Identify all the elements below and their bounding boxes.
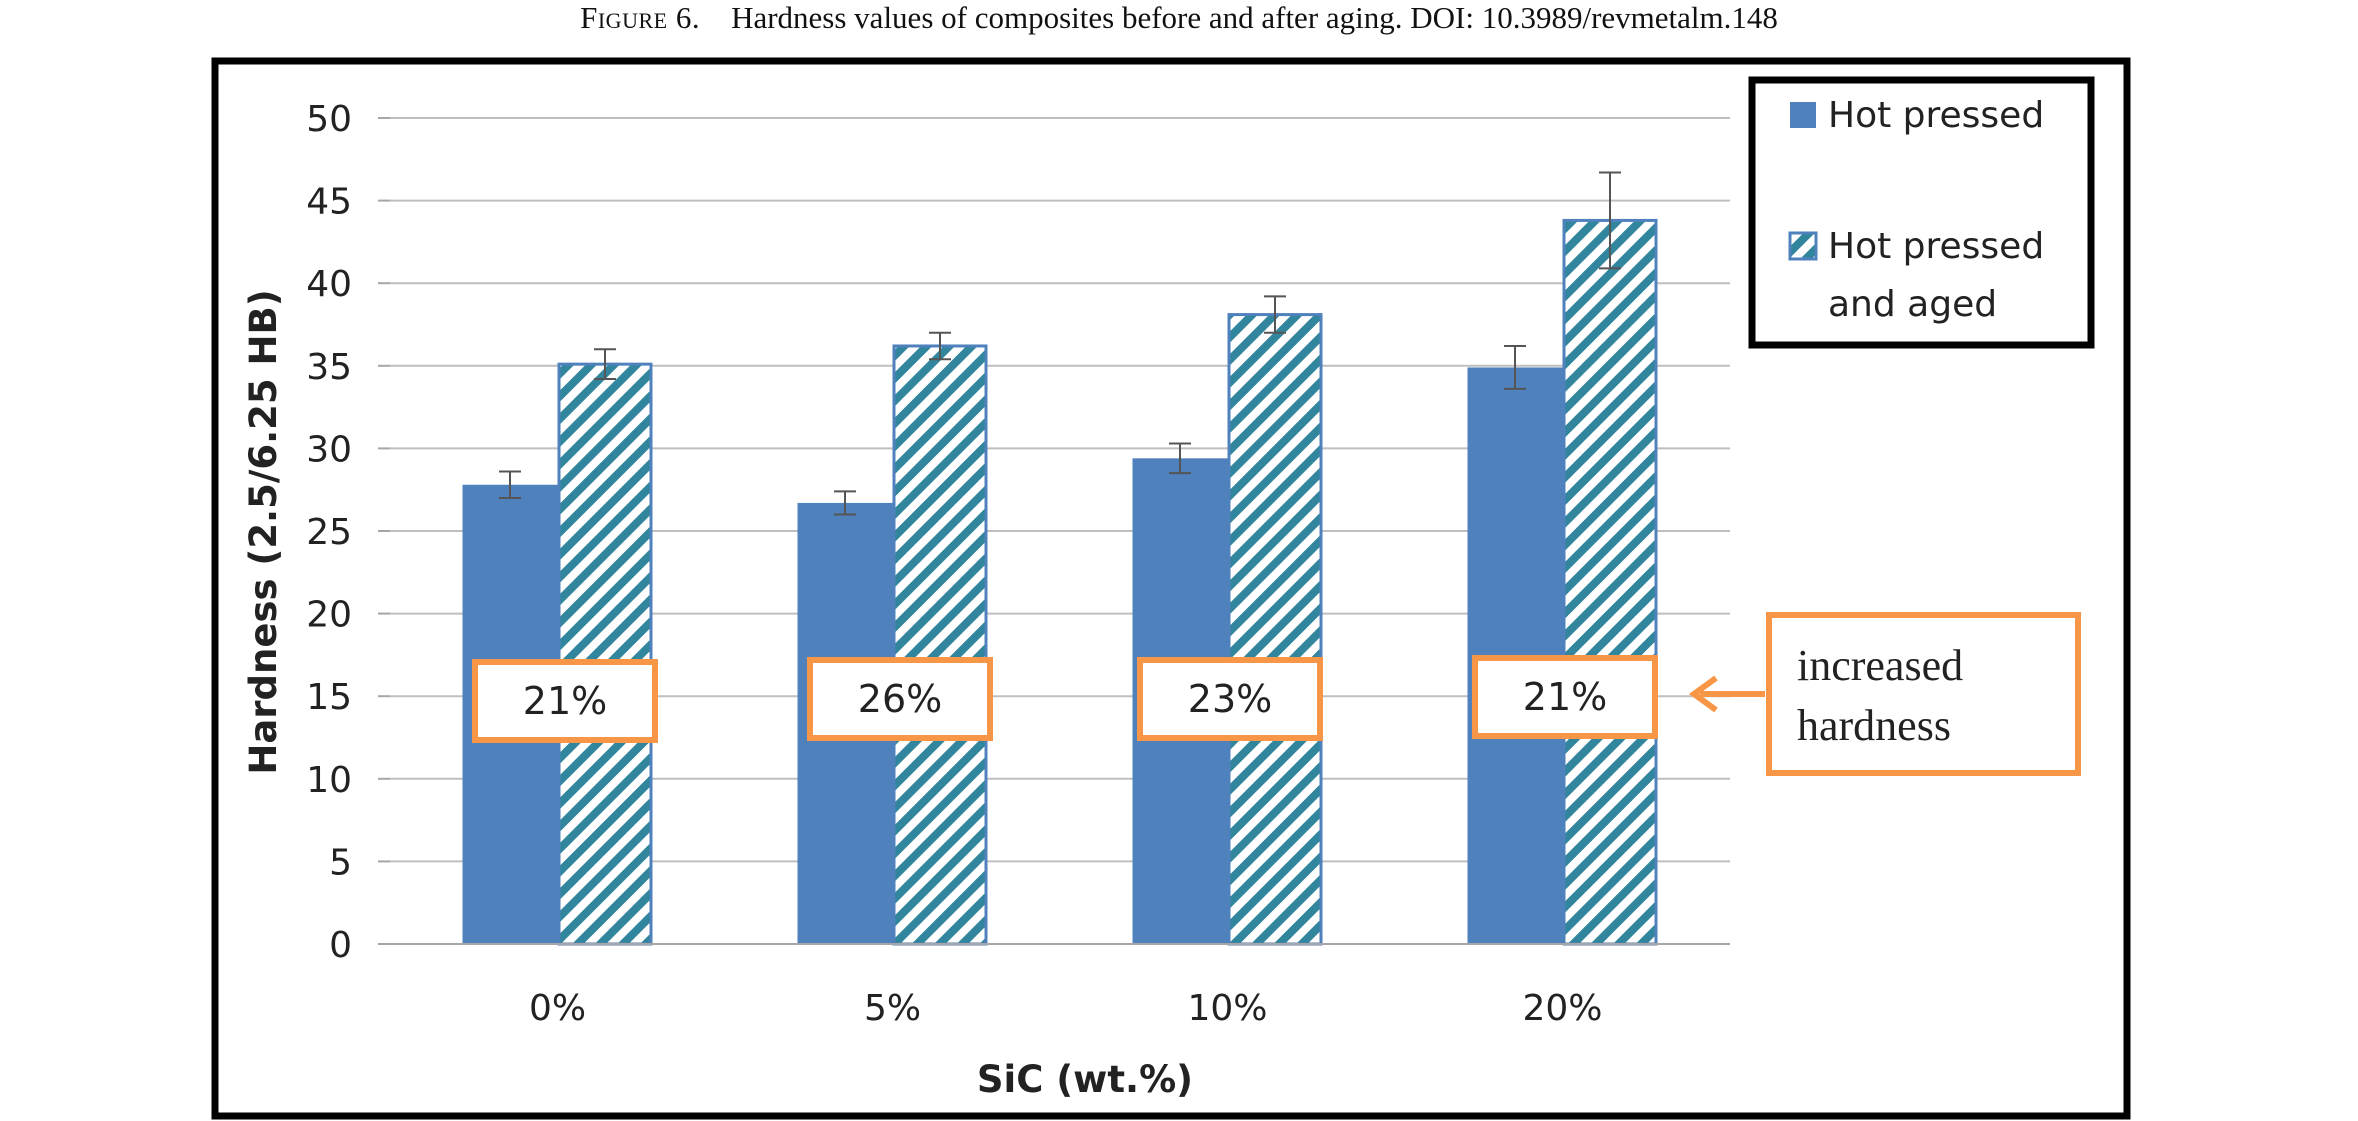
figure-caption: Figure 6. Hardness values of composites … <box>0 0 2358 40</box>
x-tick-label: 5% <box>864 988 921 1029</box>
legend: Hot pressed Hot pressed and aged <box>1748 76 2095 349</box>
x-axis-ticks: 0% 5% 10% 20% <box>529 988 1603 1029</box>
y-tick-label: 45 <box>306 182 352 223</box>
increased-hardness-callout: increased hardness <box>1688 612 2081 776</box>
legend-swatch-hot-pressed-aged <box>1788 231 1818 261</box>
increase-label-box <box>1137 657 1323 741</box>
increase-label: 21% <box>1523 675 1607 719</box>
increase-label-box <box>807 657 993 741</box>
x-tick-label: 10% <box>1187 988 1267 1029</box>
caption-text: Hardness values of composites before and… <box>731 0 1778 35</box>
y-tick-label: 30 <box>306 429 352 470</box>
increase-label-box <box>1472 655 1658 739</box>
y-tick-label: 5 <box>329 842 352 883</box>
y-tick-label: 15 <box>306 677 352 718</box>
x-axis-title: SiC (wt.%) <box>977 1058 1193 1101</box>
legend-label-hot-pressed-aged: Hot pressed and aged <box>1828 226 2044 325</box>
callout-text: increased hardness <box>1797 641 1963 750</box>
y-tick-label: 50 <box>306 99 352 140</box>
x-tick-label: 20% <box>1522 988 1602 1029</box>
bar-hot-pressed-aged <box>557 362 653 946</box>
increase-label: 23% <box>1188 677 1272 721</box>
y-tick-label: 10 <box>306 760 352 801</box>
increase-annotations: 21% 26% 23% 21% <box>472 655 1658 743</box>
bar-hot-pressed-aged <box>1227 313 1323 946</box>
y-tick-label: 25 <box>306 512 352 553</box>
y-axis-title: Hardness (2.5/6.25 HB) <box>242 289 285 774</box>
y-tick-label: 40 <box>306 264 352 305</box>
increase-label: 21% <box>523 679 607 723</box>
bar-hot-pressed-aged <box>1562 218 1658 946</box>
y-axis-ticks: 0 5 10 15 20 25 30 35 40 45 50 <box>306 99 352 966</box>
caption-label: Figure 6. <box>580 0 701 35</box>
callout-box <box>1766 612 2081 776</box>
legend-swatch-hot-pressed <box>1790 102 1816 128</box>
y-tick-label: 0 <box>329 925 352 966</box>
y-tick-label: 35 <box>306 347 352 388</box>
bar-hot-pressed-aged <box>892 344 988 946</box>
increase-label: 26% <box>858 677 942 721</box>
x-tick-label: 0% <box>529 988 586 1029</box>
y-tick-label: 20 <box>306 595 352 636</box>
legend-label-hot-pressed: Hot pressed <box>1828 95 2044 136</box>
increase-label-box <box>472 659 658 743</box>
callout-arrow-head <box>1688 675 1718 713</box>
